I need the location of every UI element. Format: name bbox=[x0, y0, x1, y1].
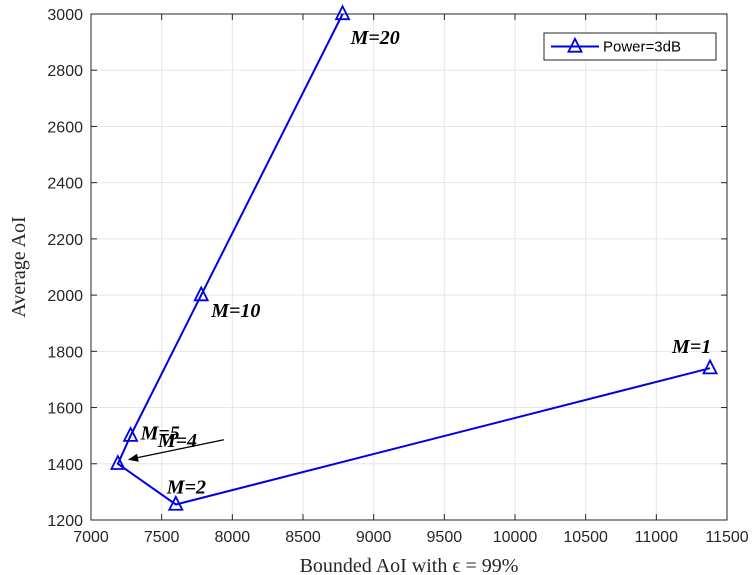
y-tick-label: 2000 bbox=[47, 288, 83, 305]
series-line bbox=[116, 13, 711, 506]
legend: Power=3dB bbox=[543, 32, 717, 61]
x-tick-label: 9500 bbox=[427, 529, 463, 546]
legend-marker bbox=[567, 36, 583, 53]
x-tick-label: 10000 bbox=[493, 529, 538, 546]
point-label: M=10 bbox=[210, 300, 260, 322]
data-point-marker bbox=[193, 285, 210, 302]
point-label: M=4 bbox=[157, 430, 197, 452]
plot-frame bbox=[90, 13, 728, 521]
y-tick-label: 3000 bbox=[47, 7, 83, 24]
x-tick-label: 9000 bbox=[356, 529, 392, 546]
x-tick-label: 10500 bbox=[563, 529, 608, 546]
series-layer bbox=[109, 4, 719, 511]
x-tick-label: 8500 bbox=[285, 529, 321, 546]
data-point-marker bbox=[334, 4, 351, 21]
y-tick-label: 2600 bbox=[47, 119, 83, 136]
data-point-marker bbox=[702, 358, 719, 375]
point-annotations: M=20 M=10 M=5M=4 M=2 M=1 bbox=[127, 27, 711, 499]
x-tick-label: 11500 bbox=[705, 529, 748, 546]
y-tick-label: 1400 bbox=[47, 457, 83, 474]
annotation-arrow-line bbox=[135, 439, 224, 459]
data-point-marker bbox=[167, 494, 184, 511]
y-tick-label: 1800 bbox=[47, 344, 83, 361]
annotation-arrow-head bbox=[127, 453, 139, 462]
y-axis-label: Average AoI bbox=[8, 216, 30, 317]
point-label: M=20 bbox=[350, 27, 400, 49]
tick-labels: 7000 7500 8000 8500 9000 9500 10000 10500 11000 1… bbox=[47, 7, 748, 546]
tick-marks bbox=[90, 13, 728, 521]
x-tick-label: 7500 bbox=[144, 529, 180, 546]
data-point-marker bbox=[122, 426, 139, 442]
x-axis-label: Bounded AoI with ϵ = 99% bbox=[300, 555, 519, 575]
data-point-marker bbox=[109, 454, 126, 470]
legend-label: Power=3dB bbox=[603, 39, 681, 56]
y-tick-label: 2400 bbox=[47, 176, 83, 193]
x-tick-label: 8000 bbox=[215, 529, 251, 546]
y-tick-label: 1200 bbox=[47, 513, 83, 530]
y-tick-label: 2800 bbox=[47, 63, 83, 80]
y-tick-label: 2200 bbox=[47, 232, 83, 249]
x-tick-label: 7000 bbox=[73, 529, 109, 546]
x-tick-label: 11000 bbox=[635, 529, 678, 546]
y-tick-label: 1600 bbox=[47, 401, 83, 418]
point-label: M=5 bbox=[140, 423, 180, 445]
point-label: M=2 bbox=[166, 477, 206, 499]
point-label: M=1 bbox=[671, 336, 711, 358]
